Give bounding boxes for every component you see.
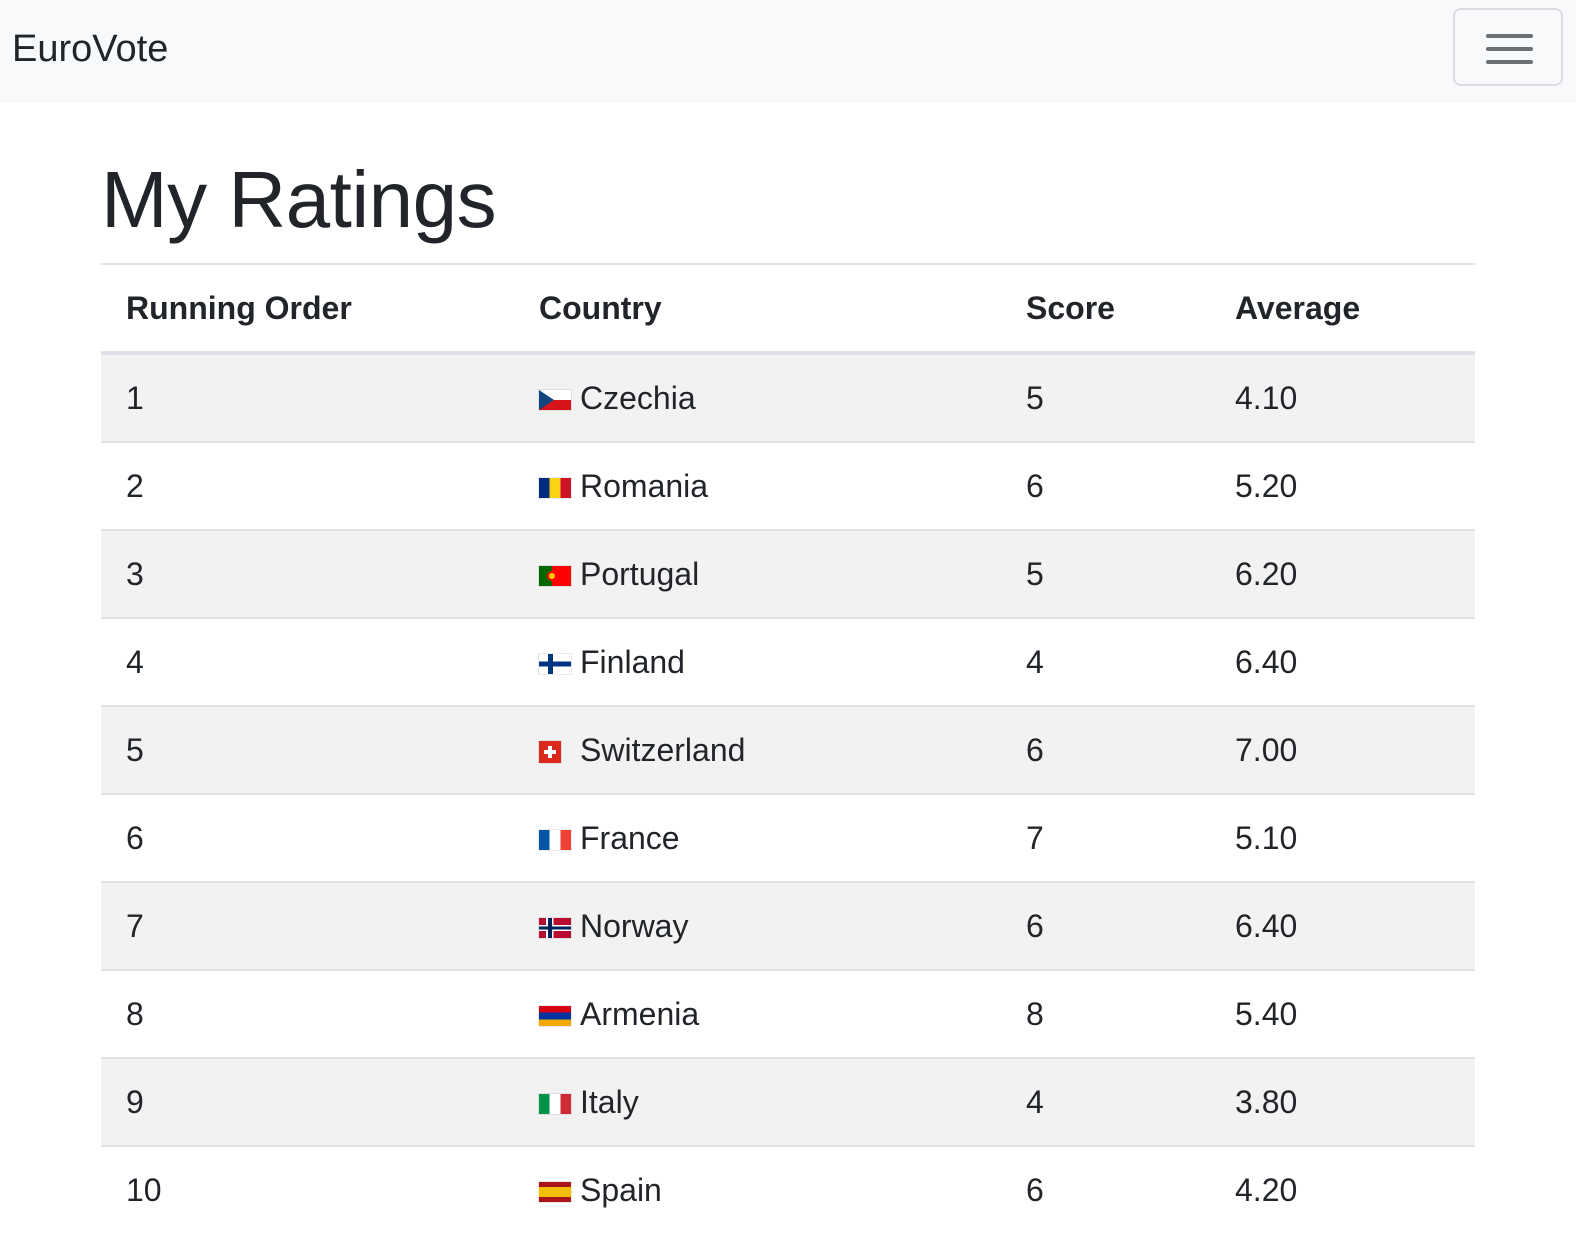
- country-name: Italy: [580, 1083, 639, 1120]
- ratings-table: Running Order Country Score Average 1 Cz…: [101, 263, 1475, 1233]
- cell-average: 4.20: [1210, 1146, 1475, 1233]
- table-row: 10 Spain 6 4.20: [101, 1146, 1475, 1233]
- cell-running-order: 10: [101, 1146, 514, 1233]
- cell-average: 7.00: [1210, 706, 1475, 795]
- table-header-row: Running Order Country Score Average: [101, 263, 1475, 355]
- cell-score: 4: [1001, 1058, 1210, 1147]
- header-average: Average: [1210, 263, 1475, 355]
- cell-running-order: 1: [101, 353, 514, 443]
- cell-running-order: 5: [101, 706, 514, 795]
- cell-country: Armenia: [514, 970, 1001, 1059]
- country-name: Portugal: [580, 555, 700, 592]
- cell-running-order: 7: [101, 882, 514, 971]
- cell-score: 4: [1001, 618, 1210, 707]
- brand-link[interactable]: EuroVote: [12, 28, 169, 70]
- cell-running-order: 6: [101, 794, 514, 883]
- country-name: France: [580, 819, 680, 856]
- navbar-toggler-button[interactable]: [1453, 8, 1563, 86]
- header-running-order: Running Order: [101, 263, 514, 355]
- navbar: EuroVote: [0, 0, 1576, 103]
- table-row: 8 Armenia 8 5.40: [101, 970, 1475, 1059]
- norway-flag-icon: [539, 917, 571, 938]
- spain-flag-icon: [539, 1181, 571, 1202]
- country-name: Switzerland: [580, 731, 746, 768]
- romania-flag-icon: [539, 477, 571, 498]
- cell-running-order: 4: [101, 618, 514, 707]
- cell-score: 7: [1001, 794, 1210, 883]
- finland-flag-icon: [539, 653, 571, 674]
- country-name: Armenia: [580, 995, 700, 1032]
- cell-score: 6: [1001, 882, 1210, 971]
- table-row: 5 Switzerland 6 7.00: [101, 706, 1475, 795]
- table-row: 4 Finland 4 6.40: [101, 618, 1475, 707]
- cell-country: Norway: [514, 882, 1001, 971]
- country-name: Romania: [580, 467, 709, 504]
- country-name: Spain: [580, 1171, 662, 1208]
- table-body: 1 Czechia 5 4.10 2 Romania 6 5.20 3 Port…: [101, 353, 1475, 1233]
- cell-average: 5.40: [1210, 970, 1475, 1059]
- portugal-flag-icon: [539, 565, 571, 586]
- cell-country: Romania: [514, 442, 1001, 531]
- cell-average: 3.80: [1210, 1058, 1475, 1147]
- france-flag-icon: [539, 829, 571, 850]
- cell-average: 5.10: [1210, 794, 1475, 883]
- cell-score: 6: [1001, 1146, 1210, 1233]
- cell-score: 5: [1001, 530, 1210, 619]
- table-row: 7 Norway 6 6.40: [101, 882, 1475, 971]
- switzerland-flag-icon: [539, 740, 561, 763]
- table-row: 6 France 7 5.10: [101, 794, 1475, 883]
- armenia-flag-icon: [539, 1005, 571, 1026]
- table-header: Running Order Country Score Average: [101, 263, 1475, 355]
- header-country: Country: [514, 263, 1001, 355]
- cell-country: Czechia: [514, 353, 1001, 443]
- header-score: Score: [1001, 263, 1210, 355]
- table-row: 2 Romania 6 5.20: [101, 442, 1475, 531]
- cell-country: Italy: [514, 1058, 1001, 1147]
- country-name: Czechia: [580, 379, 696, 416]
- cell-running-order: 8: [101, 970, 514, 1059]
- table-row: 9 Italy 4 3.80: [101, 1058, 1475, 1147]
- cell-running-order: 9: [101, 1058, 514, 1147]
- cell-average: 5.20: [1210, 442, 1475, 531]
- cell-running-order: 3: [101, 530, 514, 619]
- czechia-flag-icon: [539, 389, 571, 410]
- cell-average: 6.40: [1210, 618, 1475, 707]
- page-title: My Ratings: [101, 155, 497, 244]
- country-name: Norway: [580, 907, 689, 944]
- cell-score: 5: [1001, 353, 1210, 443]
- cell-country: Switzerland: [514, 706, 1001, 795]
- country-name: Finland: [580, 643, 685, 680]
- cell-average: 6.40: [1210, 882, 1475, 971]
- cell-country: France: [514, 794, 1001, 883]
- cell-country: Spain: [514, 1146, 1001, 1233]
- cell-average: 6.20: [1210, 530, 1475, 619]
- italy-flag-icon: [539, 1093, 571, 1114]
- cell-country: Portugal: [514, 530, 1001, 619]
- cell-score: 6: [1001, 442, 1210, 531]
- cell-average: 4.10: [1210, 353, 1475, 443]
- cell-score: 8: [1001, 970, 1210, 1059]
- table-row: 3 Portugal 5 6.20: [101, 530, 1475, 619]
- table-row: 1 Czechia 5 4.10: [101, 353, 1475, 443]
- cell-score: 6: [1001, 706, 1210, 795]
- cell-running-order: 2: [101, 442, 514, 531]
- cell-country: Finland: [514, 618, 1001, 707]
